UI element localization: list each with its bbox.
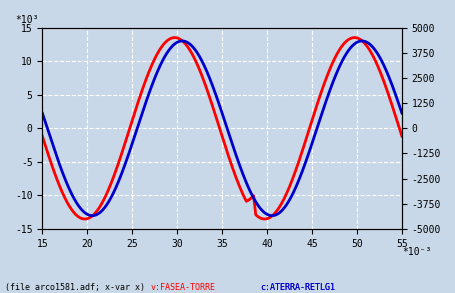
Text: v:FASEA-TORRE: v:FASEA-TORRE bbox=[150, 283, 215, 292]
Text: *10⁻³: *10⁻³ bbox=[401, 247, 430, 257]
Text: *10³: *10³ bbox=[15, 16, 39, 25]
Text: (file arco1581.adf; x-var x): (file arco1581.adf; x-var x) bbox=[5, 283, 144, 292]
Text: c:ATERRA-RETLG1: c:ATERRA-RETLG1 bbox=[259, 283, 334, 292]
Text: c:ATERRA-RETLG1: c:ATERRA-RETLG1 bbox=[259, 283, 334, 292]
